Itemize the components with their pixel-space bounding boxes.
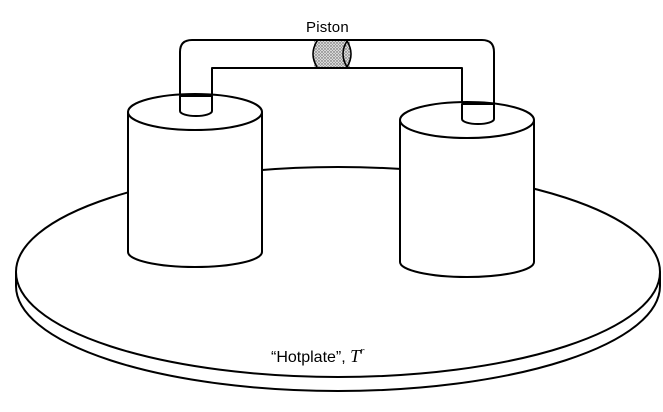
left-cylinder-body: [127, 111, 263, 268]
temperature-symbol: T: [350, 346, 362, 366]
right-tube-stub: [461, 103, 495, 125]
piston-left-face: [312, 40, 318, 68]
hotplate-label: “Hotplate”, Tr: [271, 345, 365, 366]
piston-right-face: [346, 40, 352, 68]
hotplate-top: [15, 166, 661, 378]
piston-label: Piston: [306, 19, 349, 36]
piston-right-rim: [342, 40, 348, 68]
left-tube-stub: [179, 95, 213, 117]
temperature-superscript: r: [360, 345, 365, 357]
right-cylinder: [399, 101, 535, 278]
hotplate-label-text: “Hotplate”,: [271, 349, 350, 366]
piston: [312, 40, 352, 68]
right-cylinder-body: [399, 119, 535, 278]
left-cylinder: [127, 93, 263, 268]
